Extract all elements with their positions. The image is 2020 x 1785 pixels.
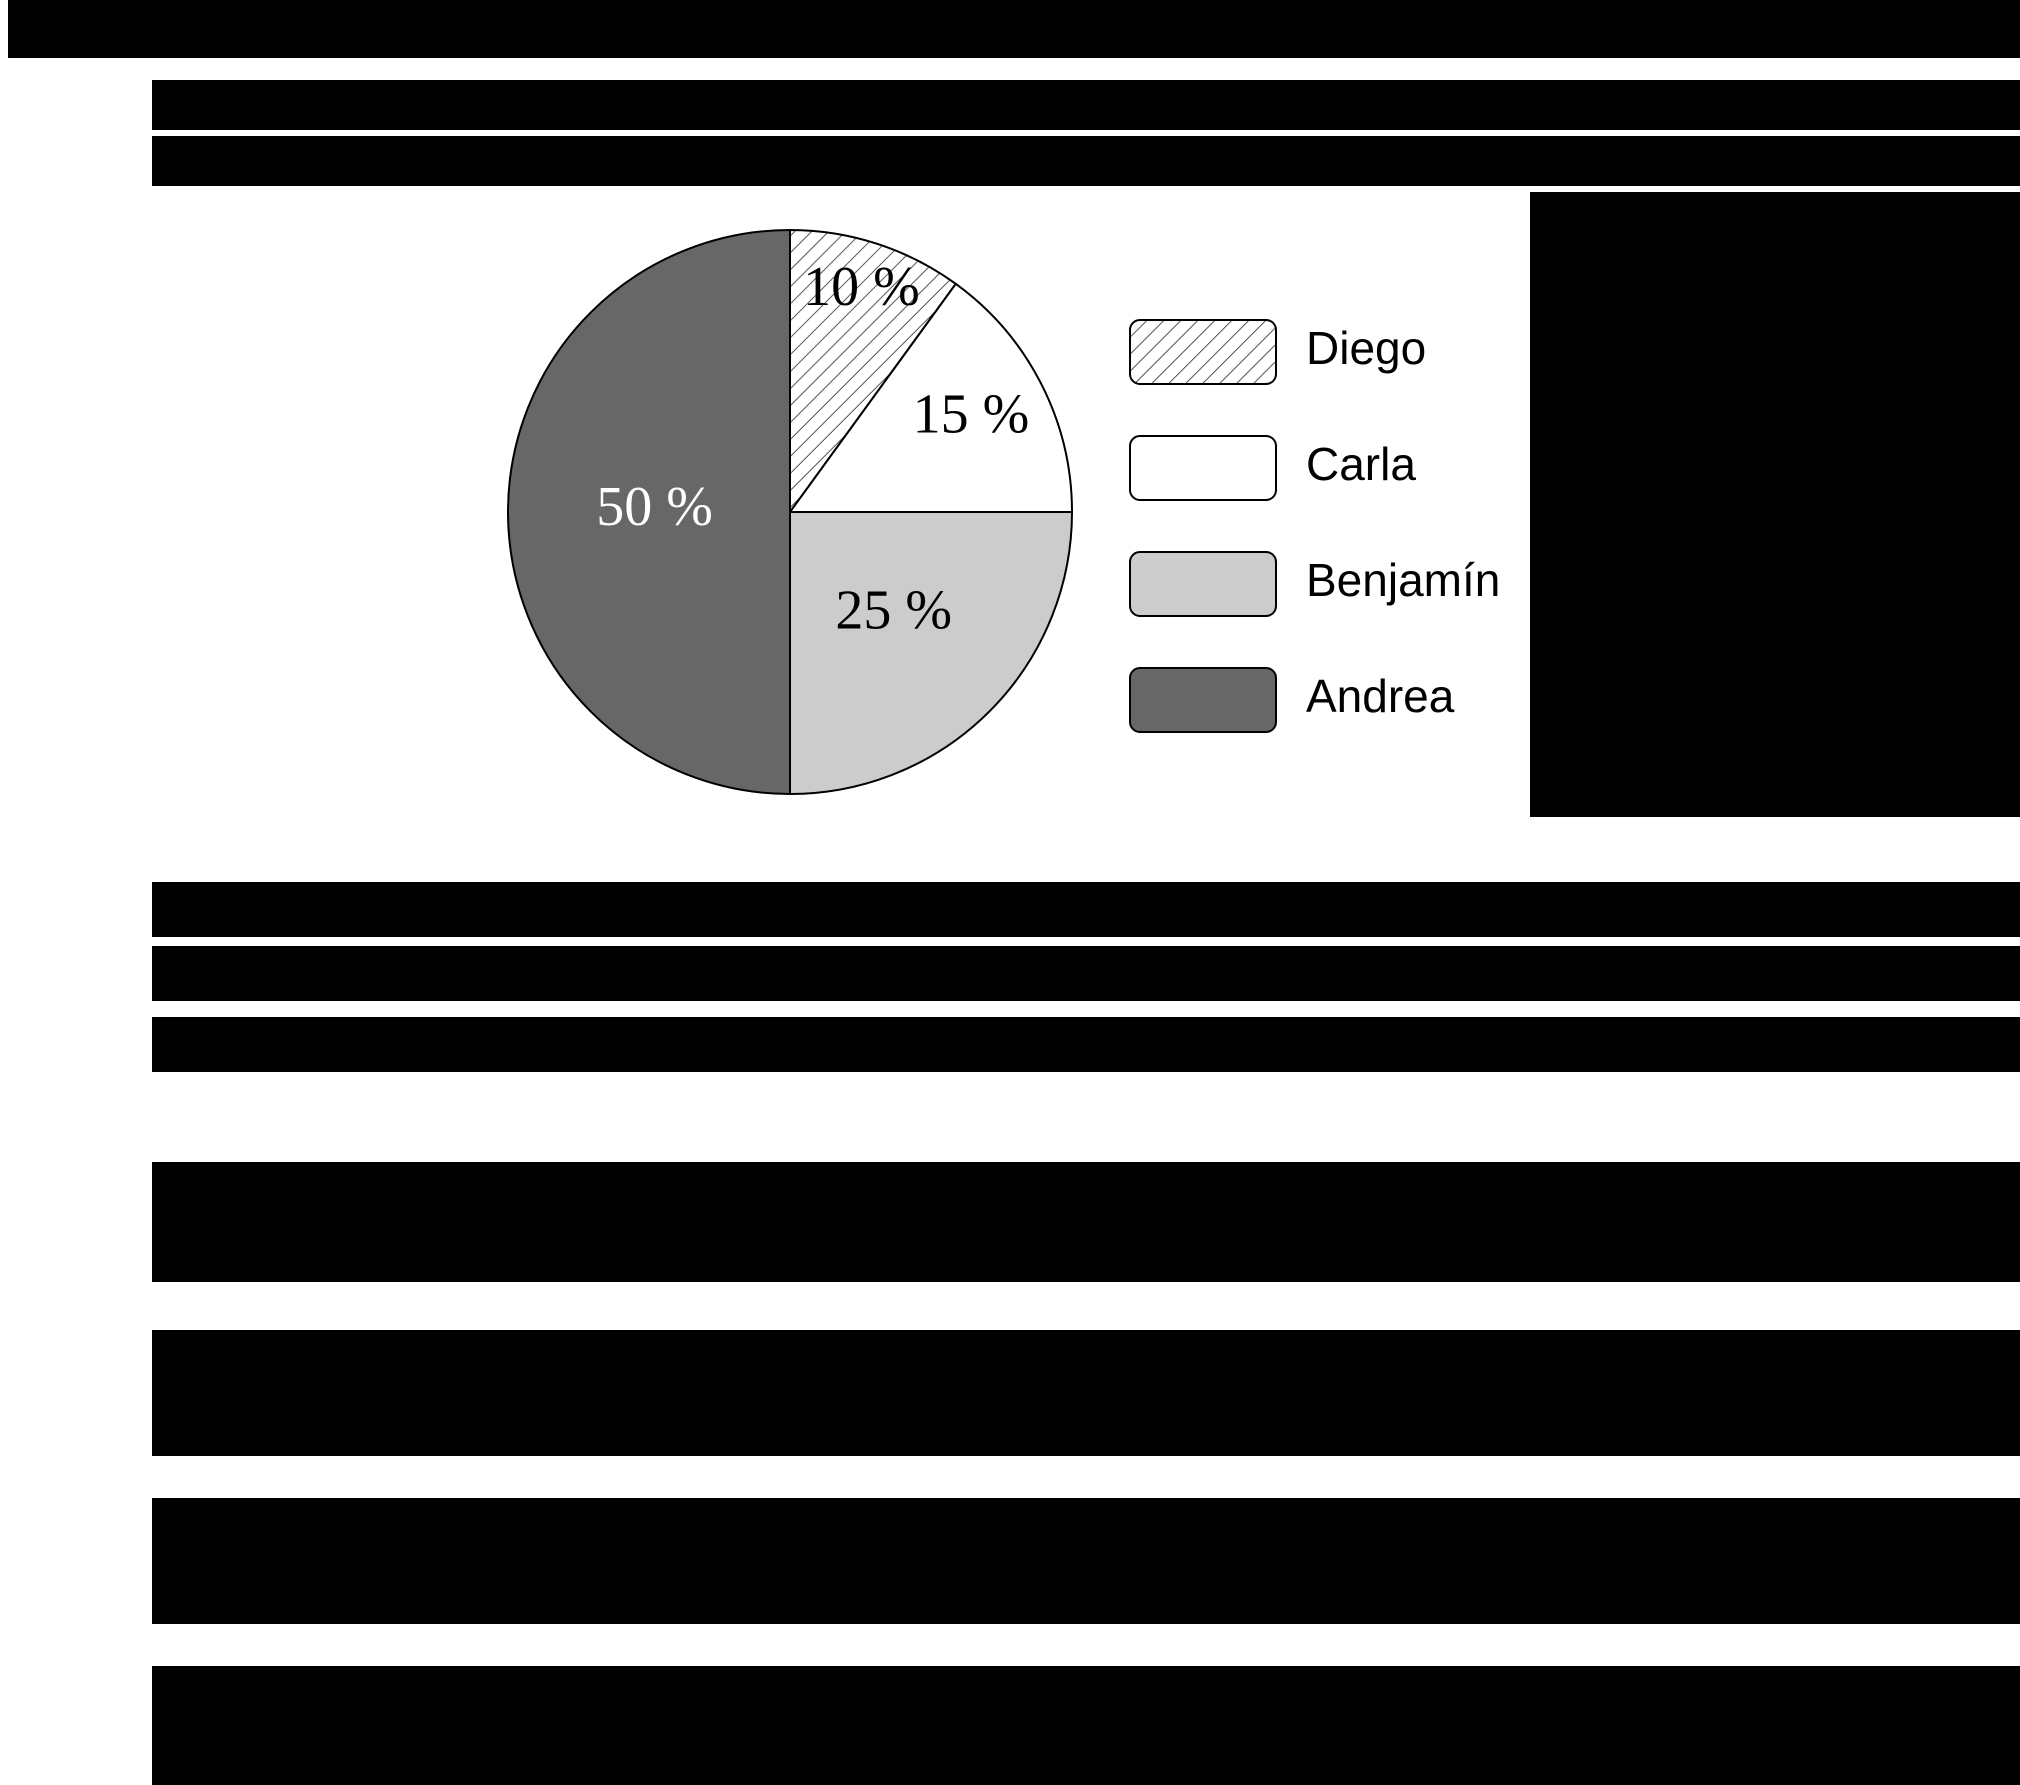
pie-chart: 10 % 15 % 25 % 50 % Diego Carla Benjamín Andre… [507, 228, 1500, 796]
legend-swatch-benjamin [1129, 551, 1277, 617]
pie-slice-benjamin [789, 511, 1074, 796]
redacted-option-c[interactable] [152, 1498, 2020, 1624]
legend-swatch-andrea [1129, 667, 1277, 733]
chart-legend: Diego Carla Benjamín Andrea [1129, 319, 1500, 733]
redacted-question-line-1 [152, 882, 2020, 937]
pie-slice-label-andrea: 50 % [596, 476, 713, 538]
redacted-question-line-3 [152, 1017, 2020, 1072]
pie-slice-label-benjamin: 25 % [835, 580, 952, 642]
redacted-heading [8, 0, 2020, 58]
pie-slice-carla [788, 282, 1074, 513]
legend-label-diego: Diego [1306, 322, 1426, 374]
legend-label-carla: Carla [1306, 438, 1416, 490]
redacted-side-panel [1530, 192, 2020, 817]
pie-slice-andrea [507, 228, 791, 796]
pie-slice-label-diego: 10 % [803, 256, 920, 318]
legend-swatch-carla [1129, 435, 1277, 501]
pie-slice-labels: 10 % 15 % 25 % 50 % [596, 256, 1029, 642]
redacted-intro-line-1 [152, 80, 2020, 130]
legend-swatch-diego [1129, 319, 1277, 385]
redacted-question-line-2 [152, 946, 2020, 1001]
legend-label-benjamin: Benjamín [1306, 554, 1500, 606]
redacted-intro-line-2 [152, 136, 2020, 186]
pie-slice-label-carla: 15 % [913, 384, 1030, 446]
redacted-option-d[interactable] [152, 1666, 2020, 1785]
redacted-option-a[interactable] [152, 1162, 2020, 1282]
pie-slices [507, 228, 1074, 796]
pie-slice-diego [789, 228, 958, 516]
redacted-option-b[interactable] [152, 1330, 2020, 1456]
legend-label-andrea: Andrea [1306, 670, 1455, 722]
